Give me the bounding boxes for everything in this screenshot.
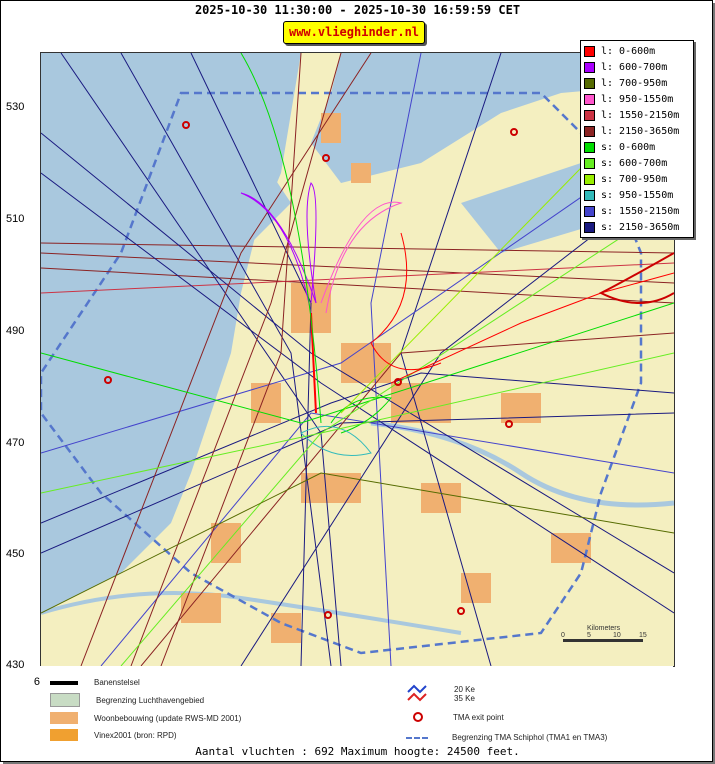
- key-housing: Woonbebouwing (update RWS-MD 2001): [50, 712, 241, 724]
- key-label: Begrenzing Luchthavengebied: [96, 695, 205, 705]
- flight-track-map[interactable]: Kilometers 0 5 10 15: [40, 52, 675, 667]
- legend-label: s: 950-1550m: [601, 189, 674, 201]
- legend-label: l: 950-1550m: [601, 93, 674, 105]
- key-label: Vinex2001 (bron: RPD): [94, 730, 177, 740]
- dashed-line-icon: [406, 736, 428, 739]
- key-label: Woonbebouwing (update RWS-MD 2001): [94, 713, 242, 723]
- key-runways: Banenstelsel: [50, 678, 140, 687]
- key-ke35: 35 Ke: [454, 694, 475, 703]
- map-svg: Kilometers 0 5 10 15: [41, 53, 674, 666]
- noise-contour-icon: [407, 684, 427, 702]
- inland-water: [461, 163, 601, 253]
- legend-item: l: 950-1550m: [581, 91, 693, 107]
- key-label: Banenstelsel: [94, 678, 140, 687]
- legend-swatch: [584, 157, 595, 169]
- legend-swatch: [584, 45, 595, 57]
- key-label: 35 Ke: [454, 694, 475, 703]
- scale-tick: 0: [561, 632, 565, 639]
- legend-swatch: [584, 61, 595, 73]
- map-key-panel: Banenstelsel Begrenzing Luchthavengebied…: [40, 666, 673, 746]
- legend-label: l: 700-950m: [601, 77, 668, 89]
- legend-label: s: 1550-2150m: [601, 205, 680, 217]
- scale-tick: 5: [587, 632, 591, 639]
- legend-label: s: 600-700m: [601, 157, 668, 169]
- key-label: 20 Ke: [454, 685, 475, 694]
- runway-icon: [50, 680, 78, 685]
- y-tick-label: 510: [6, 213, 25, 225]
- legend-swatch: [584, 93, 595, 105]
- key-label: TMA exit point: [453, 712, 504, 722]
- legend-item: s: 1550-2150m: [581, 203, 693, 219]
- boundary-swatch-icon: [50, 693, 80, 707]
- scale-bar: Kilometers 0 5 10 15: [561, 625, 647, 642]
- legend-swatch: [584, 189, 595, 201]
- legend-swatch: [584, 109, 595, 121]
- y-tick-label: 490: [6, 325, 25, 337]
- legend-item: l: 2150-3650m: [581, 123, 693, 139]
- legend-item: s: 0-600m: [581, 139, 693, 155]
- legend-item: l: 1550-2150m: [581, 107, 693, 123]
- legend-item: l: 700-950m: [581, 75, 693, 91]
- legend-item: s: 600-700m: [581, 155, 693, 171]
- legend-item: s: 950-1550m: [581, 187, 693, 203]
- legend-swatch: [584, 141, 595, 153]
- legend-label: l: 2150-3650m: [601, 125, 680, 137]
- lake-area: [161, 153, 291, 253]
- legend-item: l: 600-700m: [581, 59, 693, 75]
- legend-label: l: 0-600m: [601, 45, 656, 57]
- altitude-legend: l: 0-600m l: 600-700m l: 700-950m l: 950…: [580, 40, 694, 238]
- flight-tracks: [41, 53, 674, 666]
- key-noise-contours: [406, 684, 428, 704]
- flight-summary: Aantal vluchten : 692 Maximum hoogte: 24…: [195, 745, 520, 758]
- tma-exit-icon: [413, 712, 423, 722]
- key-vinex: Vinex2001 (bron: RPD): [50, 729, 177, 741]
- y-tick-label: 430: [6, 659, 25, 671]
- legend-swatch: [584, 125, 595, 137]
- site-link[interactable]: www.vlieghinder.nl: [283, 21, 425, 44]
- legend-swatch: [584, 77, 595, 89]
- legend-item: s: 2150-3650m: [581, 219, 693, 235]
- legend-label: l: 600-700m: [601, 61, 668, 73]
- legend-label: s: 700-950m: [601, 173, 668, 185]
- y-tick-label: 530: [6, 101, 25, 113]
- tma-exit-points: [104, 121, 518, 619]
- y-tick-label: 450: [6, 548, 25, 560]
- key-label: Begrenzing TMA Schiphol (TMA1 en TMA3): [452, 733, 608, 742]
- key-airport-boundary: Begrenzing Luchthavengebied: [50, 693, 204, 707]
- y-tick-label: 470: [6, 437, 25, 449]
- key-tma-boundary: Begrenzing TMA Schiphol (TMA1 en TMA3): [406, 733, 607, 742]
- scale-label: Kilometers: [587, 625, 621, 632]
- legend-label: s: 2150-3650m: [601, 221, 680, 233]
- key-ke20: 20 Ke: [454, 685, 475, 694]
- legend-item: l: 0-600m: [581, 43, 693, 59]
- legend-label: l: 1550-2150m: [601, 109, 680, 121]
- page-title: 2025-10-30 11:30:00 - 2025-10-30 16:59:5…: [194, 3, 521, 17]
- legend-swatch: [584, 221, 595, 233]
- vinex-swatch-icon: [50, 729, 78, 741]
- scale-tick: 10: [613, 632, 621, 639]
- legend-item: s: 700-950m: [581, 171, 693, 187]
- legend-label: s: 0-600m: [601, 141, 656, 153]
- key-tma-exit: TMA exit point: [413, 712, 504, 722]
- legend-swatch: [584, 173, 595, 185]
- scale-tick: 15: [639, 632, 647, 639]
- legend-swatch: [584, 205, 595, 217]
- housing-swatch-icon: [50, 712, 78, 724]
